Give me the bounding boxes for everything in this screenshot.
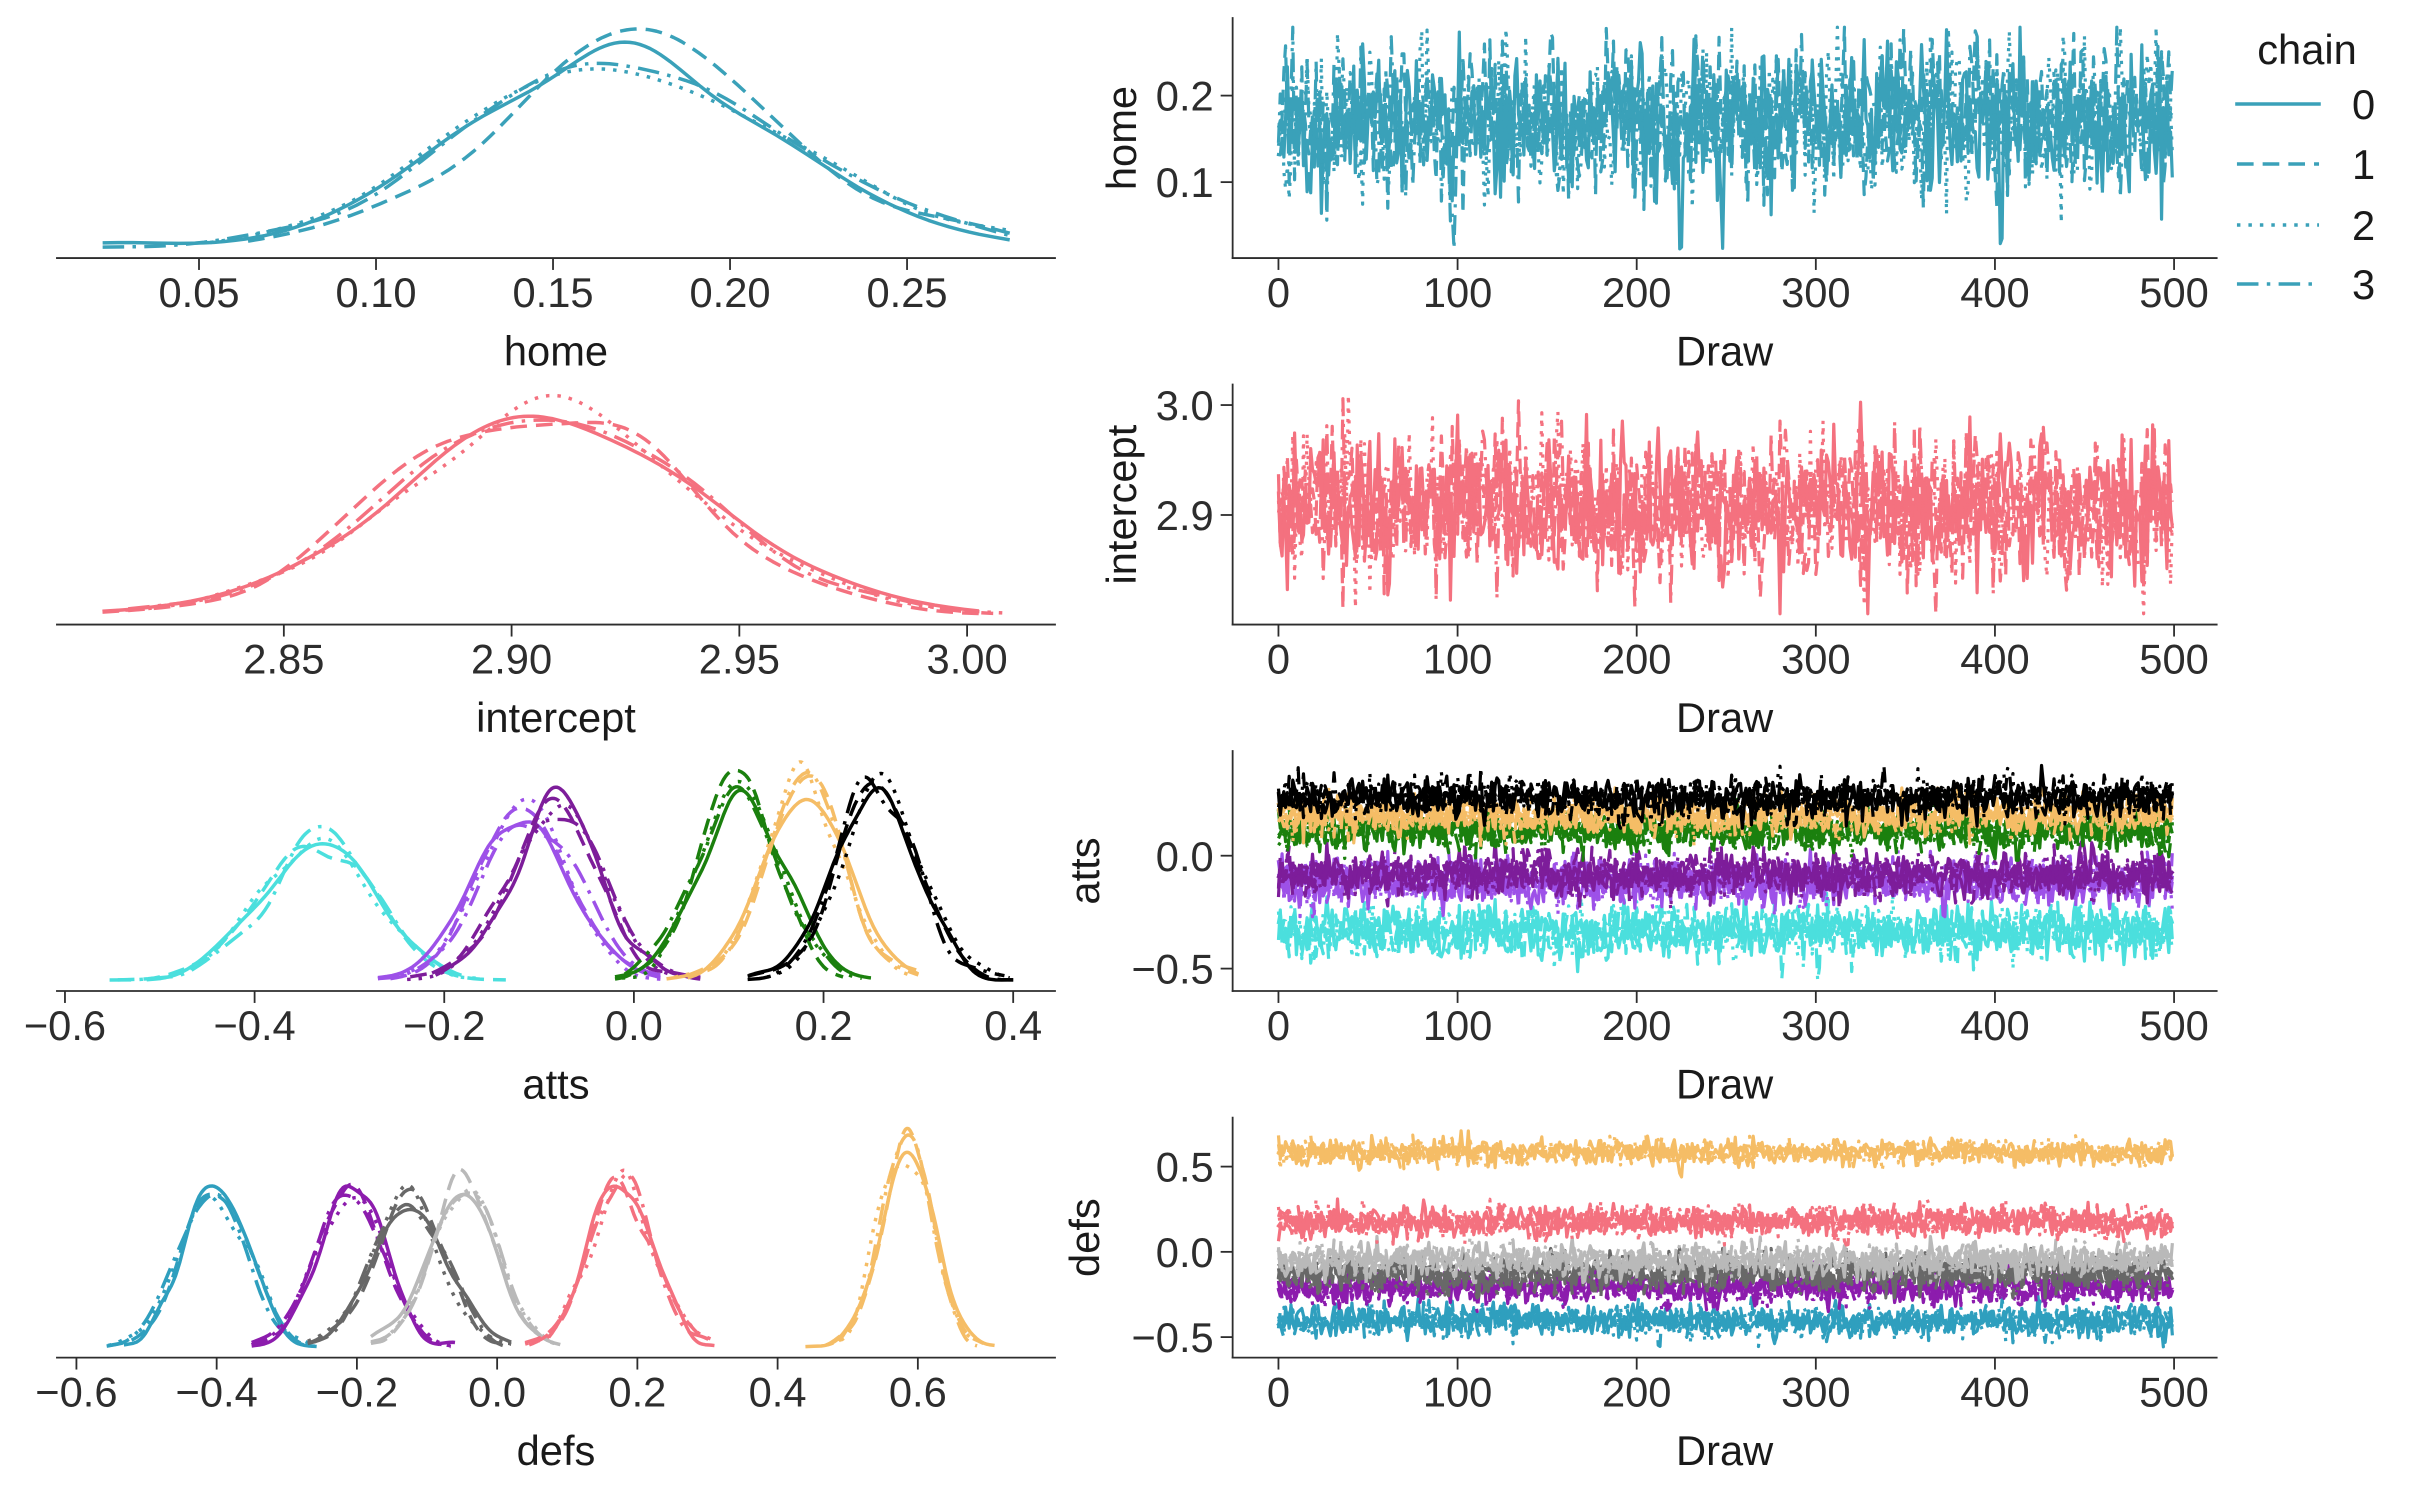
svg-text:0.5: 0.5 bbox=[1156, 1144, 1214, 1191]
svg-text:−0.6: −0.6 bbox=[24, 1002, 106, 1049]
svg-text:intercept: intercept bbox=[1098, 424, 1145, 584]
svg-text:chain: chain bbox=[2257, 26, 2357, 73]
svg-text:300: 300 bbox=[1781, 269, 1851, 316]
svg-text:400: 400 bbox=[1960, 1369, 2030, 1416]
svg-text:atts: atts bbox=[522, 1060, 589, 1107]
svg-text:200: 200 bbox=[1602, 636, 1672, 683]
svg-text:300: 300 bbox=[1781, 1369, 1851, 1416]
svg-text:0.0: 0.0 bbox=[468, 1369, 526, 1416]
svg-text:Draw: Draw bbox=[1676, 327, 1774, 374]
svg-text:defs: defs bbox=[517, 1427, 596, 1474]
svg-text:Draw: Draw bbox=[1676, 1060, 1774, 1107]
svg-text:100: 100 bbox=[1423, 1002, 1493, 1049]
svg-text:0: 0 bbox=[2352, 81, 2375, 128]
svg-text:0.2: 0.2 bbox=[795, 1002, 853, 1049]
svg-text:400: 400 bbox=[1960, 1002, 2030, 1049]
svg-text:0.2: 0.2 bbox=[1156, 73, 1214, 120]
svg-text:−0.2: −0.2 bbox=[403, 1002, 485, 1049]
svg-text:400: 400 bbox=[1960, 269, 2030, 316]
svg-text:200: 200 bbox=[1602, 269, 1672, 316]
svg-text:−0.2: −0.2 bbox=[316, 1369, 398, 1416]
svg-text:0.0: 0.0 bbox=[1156, 833, 1214, 880]
svg-text:0.6: 0.6 bbox=[889, 1369, 947, 1416]
svg-text:500: 500 bbox=[2139, 636, 2209, 683]
svg-text:0.2: 0.2 bbox=[608, 1369, 666, 1416]
svg-text:500: 500 bbox=[2139, 1369, 2209, 1416]
svg-text:−0.4: −0.4 bbox=[176, 1369, 258, 1416]
svg-text:200: 200 bbox=[1602, 1369, 1672, 1416]
svg-text:defs: defs bbox=[1061, 1198, 1108, 1277]
svg-text:300: 300 bbox=[1781, 1002, 1851, 1049]
svg-text:2.9: 2.9 bbox=[1156, 492, 1214, 539]
svg-text:0.10: 0.10 bbox=[335, 269, 416, 316]
svg-text:Draw: Draw bbox=[1676, 694, 1774, 741]
svg-text:500: 500 bbox=[2139, 269, 2209, 316]
svg-text:200: 200 bbox=[1602, 1002, 1672, 1049]
svg-text:intercept: intercept bbox=[476, 694, 636, 741]
svg-text:3: 3 bbox=[2352, 261, 2375, 308]
svg-text:0.05: 0.05 bbox=[158, 269, 239, 316]
svg-text:400: 400 bbox=[1960, 636, 2030, 683]
svg-text:0: 0 bbox=[1267, 636, 1290, 683]
svg-text:0.25: 0.25 bbox=[867, 269, 948, 316]
svg-text:0.20: 0.20 bbox=[690, 269, 771, 316]
svg-text:0.15: 0.15 bbox=[512, 269, 593, 316]
svg-text:2.85: 2.85 bbox=[243, 636, 324, 683]
svg-text:home: home bbox=[1098, 86, 1145, 190]
svg-text:0.1: 0.1 bbox=[1156, 159, 1214, 206]
svg-text:1: 1 bbox=[2352, 141, 2375, 188]
svg-text:home: home bbox=[504, 327, 608, 374]
svg-text:0.4: 0.4 bbox=[984, 1002, 1042, 1049]
svg-text:2.90: 2.90 bbox=[471, 636, 552, 683]
svg-text:0.4: 0.4 bbox=[749, 1369, 807, 1416]
svg-text:500: 500 bbox=[2139, 1002, 2209, 1049]
svg-text:0.0: 0.0 bbox=[1156, 1229, 1214, 1276]
svg-text:−0.5: −0.5 bbox=[1131, 1314, 1213, 1361]
svg-text:100: 100 bbox=[1423, 1369, 1493, 1416]
svg-text:100: 100 bbox=[1423, 636, 1493, 683]
svg-text:0: 0 bbox=[1267, 269, 1290, 316]
svg-text:300: 300 bbox=[1781, 636, 1851, 683]
svg-text:Draw: Draw bbox=[1676, 1427, 1774, 1474]
svg-text:0: 0 bbox=[1267, 1369, 1290, 1416]
svg-text:atts: atts bbox=[1061, 837, 1108, 904]
svg-text:0.0: 0.0 bbox=[605, 1002, 663, 1049]
svg-text:100: 100 bbox=[1423, 269, 1493, 316]
svg-text:3.00: 3.00 bbox=[927, 636, 1008, 683]
svg-text:0: 0 bbox=[1267, 1002, 1290, 1049]
svg-text:−0.4: −0.4 bbox=[213, 1002, 295, 1049]
svg-text:−0.6: −0.6 bbox=[35, 1369, 117, 1416]
svg-text:2: 2 bbox=[2352, 202, 2375, 249]
svg-text:2.95: 2.95 bbox=[699, 636, 780, 683]
svg-text:−0.5: −0.5 bbox=[1131, 946, 1213, 993]
svg-text:3.0: 3.0 bbox=[1156, 382, 1214, 429]
